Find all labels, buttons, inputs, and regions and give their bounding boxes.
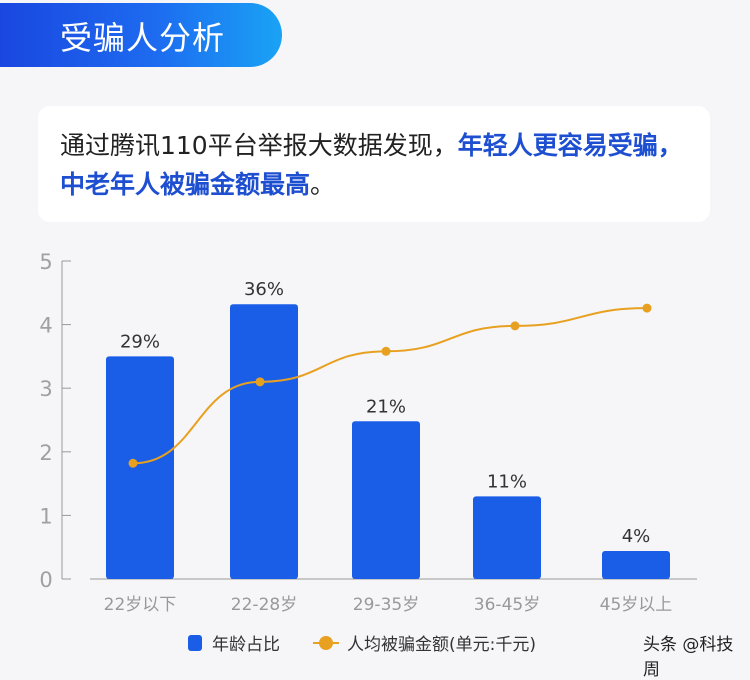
summary-text: 通过腾讯110平台举报大数据发现，年轻人更容易受骗，中老年人被骗金额最高。	[60, 131, 683, 199]
highlight-elderly: 中老年人被骗金额最高	[60, 170, 311, 199]
bar-series: 29% 36% 21% 11% 4%	[106, 279, 670, 579]
bar-value-label: 36%	[244, 279, 284, 300]
line-point	[128, 458, 138, 468]
x-axis-labels: 22岁以下 22-28岁 29-35岁 36-45岁 45岁以上	[104, 595, 673, 615]
y-tick-label: 3	[39, 377, 52, 401]
line-swatch-icon	[313, 635, 339, 651]
chart-legend: 年龄占比 人均被骗金额(单元:千元)	[0, 630, 750, 660]
line-point	[255, 377, 265, 387]
combo-chart: 0 1 2 3 4 5 29% 36% 21% 11% 4% 22岁以下 22-28岁 29-35岁 3…	[39, 250, 697, 615]
section-title-banner: 受骗人分析	[0, 3, 282, 67]
bar	[602, 551, 670, 579]
y-axis: 0 1 2 3 4 5	[39, 250, 697, 592]
line-point	[642, 303, 652, 313]
bar	[106, 356, 174, 579]
line-point	[510, 321, 520, 331]
legend-item-age-share: 年龄占比	[188, 630, 280, 655]
watermark: 头条 @科技周	[643, 635, 734, 680]
line-series	[128, 303, 652, 468]
x-tick-label: 22-28岁	[231, 595, 297, 615]
bar-swatch-icon	[188, 634, 202, 651]
bar	[230, 304, 298, 579]
y-tick-label: 1	[39, 504, 52, 528]
bar-value-label: 4%	[622, 526, 651, 547]
highlight-young: 年轻人更容易受骗	[457, 131, 658, 160]
y-tick-label: 5	[39, 250, 52, 274]
x-tick-label: 22岁以下	[104, 595, 177, 615]
bar	[473, 496, 541, 579]
bar-value-label: 29%	[120, 331, 160, 352]
bar-value-label: 21%	[366, 396, 406, 417]
line-point	[381, 346, 391, 356]
y-tick-label: 4	[39, 314, 52, 338]
x-tick-label: 45岁以上	[600, 595, 673, 615]
legend-item-avg-amount: 人均被骗金额(单元:千元)	[313, 630, 536, 655]
y-tick-label: 2	[39, 441, 52, 465]
summary-card: 通过腾讯110平台举报大数据发现，年轻人更容易受骗，中老年人被骗金额最高。	[38, 106, 710, 222]
section-title: 受骗人分析	[60, 19, 226, 57]
x-tick-label: 36-45岁	[474, 595, 540, 615]
bar	[352, 421, 420, 579]
x-tick-label: 29-35岁	[353, 595, 419, 615]
bar-value-label: 11%	[487, 471, 527, 492]
y-tick-label: 0	[39, 568, 52, 592]
